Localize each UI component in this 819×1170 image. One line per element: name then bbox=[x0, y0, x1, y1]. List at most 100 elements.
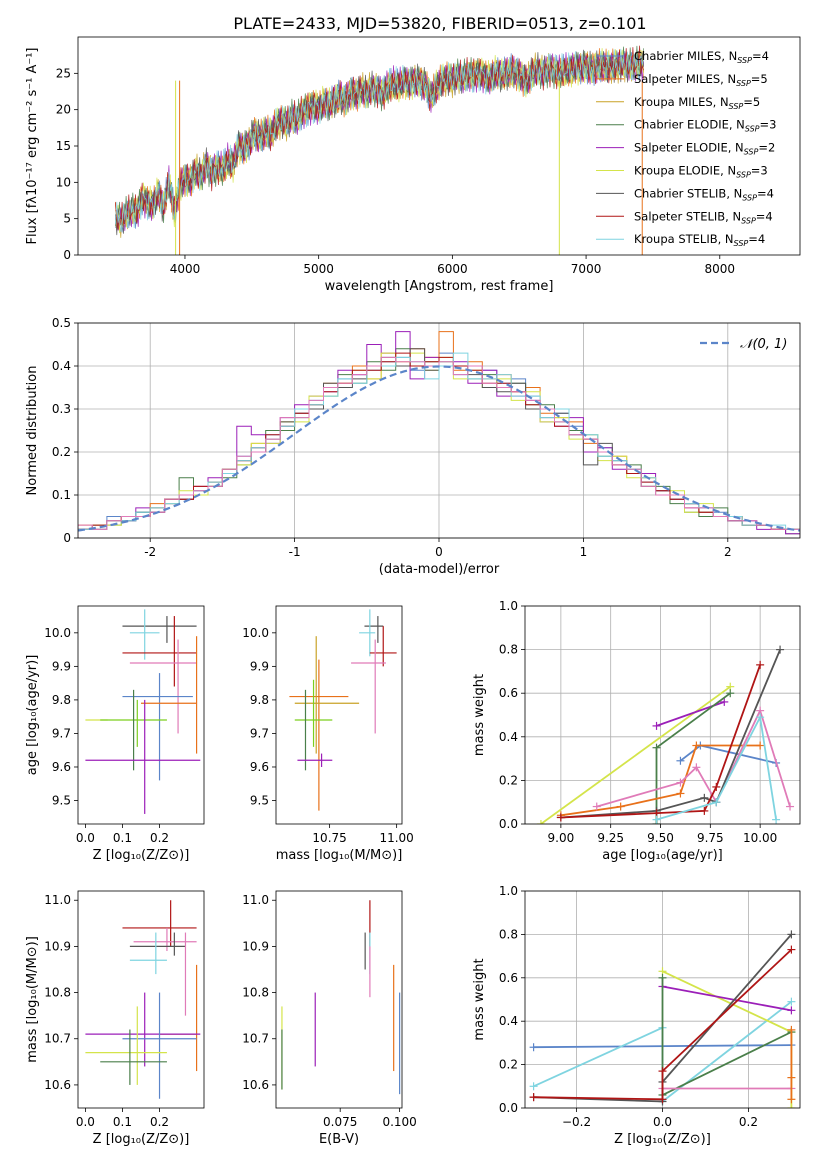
error-bar-point bbox=[294, 679, 333, 747]
axes-frame bbox=[77, 36, 801, 256]
error-bar-point bbox=[294, 636, 360, 754]
y-tick-label: 0.3 bbox=[52, 402, 71, 416]
y-tick-label: 10.0 bbox=[242, 626, 269, 640]
legend-label-name: Salpeter STELIB, N bbox=[634, 209, 741, 223]
y-tick-label: 9.9 bbox=[250, 659, 269, 673]
legend-label-subscript: SSP bbox=[736, 171, 751, 180]
legend-label-count: =5 bbox=[743, 95, 760, 109]
legend-label: Kroupa MILES, NSSP=5 bbox=[634, 95, 760, 111]
y-tick-label: 10.7 bbox=[44, 1032, 71, 1046]
plus-marker bbox=[529, 1082, 538, 1091]
legend-label: Kroupa STELIB, NSSP=4 bbox=[634, 232, 765, 248]
y-tick-label: 0.8 bbox=[499, 643, 518, 657]
y-axis-label: mass weight bbox=[472, 674, 487, 756]
plot-area bbox=[85, 609, 201, 814]
legend-label-count: =3 bbox=[760, 118, 777, 132]
plus-marker bbox=[756, 660, 765, 669]
y-tick-label: 10.8 bbox=[44, 986, 71, 1000]
plus-marker bbox=[787, 1095, 796, 1104]
y-tick-label: 9.8 bbox=[250, 693, 269, 707]
x-tick-label: 4000 bbox=[170, 262, 201, 276]
y-axis-label: Normed distribution bbox=[25, 366, 40, 496]
plus-marker bbox=[652, 743, 661, 752]
axes-frame bbox=[524, 890, 801, 1109]
plus-marker bbox=[787, 997, 796, 1006]
plus-marker bbox=[726, 689, 735, 698]
legend-entry: Salpeter STELIB, NSSP=4 bbox=[596, 209, 773, 225]
error-bar-point bbox=[141, 636, 198, 754]
error-bar-point bbox=[122, 673, 193, 781]
x-tick-label: 11.00 bbox=[379, 831, 413, 845]
legend-entry: Salpeter MILES, NSSP=5 bbox=[596, 72, 768, 88]
legend-label-subscript: SSP bbox=[734, 239, 749, 248]
y-tick-label: 0.4 bbox=[499, 1014, 518, 1028]
y-tick-label: 10.8 bbox=[242, 986, 269, 1000]
y-tick-label: 10.6 bbox=[242, 1078, 269, 1092]
x-tick-label: 0.1 bbox=[113, 831, 132, 845]
error-bar-point bbox=[129, 639, 197, 734]
x-tick-label: 0.2 bbox=[150, 1115, 169, 1129]
weight-series-line bbox=[540, 685, 731, 824]
y-tick-label: 0.4 bbox=[499, 730, 518, 744]
plus-marker bbox=[529, 1043, 538, 1052]
axes-frame bbox=[275, 605, 403, 825]
spectrum-series-line bbox=[115, 48, 644, 234]
y-tick-label: 0.0 bbox=[499, 817, 518, 831]
legend-entry: Kroupa MILES, NSSP=5 bbox=[596, 95, 760, 111]
plus-marker bbox=[692, 741, 701, 750]
legend-label-subscript: SSP bbox=[736, 79, 751, 88]
legend-label-subscript: SSP bbox=[742, 193, 757, 202]
legend-label-count: =4 bbox=[752, 49, 769, 63]
axes-frame bbox=[77, 605, 205, 825]
x-tick-label: -2 bbox=[144, 545, 156, 559]
plot-area bbox=[529, 930, 796, 1108]
spectrum-series-line bbox=[115, 45, 644, 230]
plus-marker bbox=[536, 820, 545, 824]
plot-area bbox=[536, 645, 795, 824]
legend-label: Chabrier ELODIE, NSSP=3 bbox=[634, 118, 776, 134]
residuals-chart: -2 -1 0 1 2 0 0.1 0.2 0.3 0.4 0.5 (data-model)/erro… bbox=[25, 316, 801, 577]
y-tick-label: 0.2 bbox=[499, 773, 518, 787]
plus-marker bbox=[652, 721, 661, 730]
y-tick-label: 0.5 bbox=[52, 316, 71, 330]
error-bar-point bbox=[129, 932, 186, 956]
plot-area bbox=[85, 900, 201, 1099]
y-tick-label: 25 bbox=[56, 66, 71, 80]
y-tick-label: 10.9 bbox=[44, 939, 71, 953]
error-bar-point bbox=[129, 609, 160, 660]
legend-label-subscript: SSP bbox=[741, 216, 756, 225]
x-tick-label: 7000 bbox=[571, 262, 602, 276]
x-axis-label: (data-model)/error bbox=[379, 562, 500, 577]
x-tick-label: 2 bbox=[724, 545, 732, 559]
legend-label: Chabrier STELIB, NSSP=4 bbox=[634, 186, 774, 202]
y-tick-label: 1.0 bbox=[499, 599, 518, 613]
legend-label-name: Kroupa STELIB, N bbox=[634, 232, 734, 246]
x-axis-label: mass [log₁₀(M/M⊙)] bbox=[276, 848, 403, 863]
x-axis-label: Z [log₁₀(Z/Z⊙)] bbox=[93, 848, 190, 863]
y-tick-label: 0.2 bbox=[52, 445, 71, 459]
legend-entry: Chabrier ELODIE, NSSP=3 bbox=[596, 118, 776, 134]
spectrum-series-line bbox=[115, 48, 644, 233]
legend-label-name: Chabrier ELODIE, N bbox=[634, 118, 745, 132]
error-bar-point bbox=[129, 932, 167, 975]
age-vs-mass-chart: 10.75 11.00 9.5 9.6 9.7 9.8 9.9 10.0 mass [log₁₀… bbox=[242, 605, 414, 863]
x-tick-label: 6000 bbox=[437, 262, 468, 276]
y-tick-label: 9.7 bbox=[52, 726, 71, 740]
x-axis-label: wavelength [Angstrom, rest frame] bbox=[325, 279, 554, 294]
y-axis-label: mass [log₁₀(M/M⊙)] bbox=[25, 936, 40, 1063]
y-tick-label: 9.7 bbox=[250, 726, 269, 740]
legend-label-subscript: SSP bbox=[729, 102, 744, 111]
age-vs-Z-chart: 0.0 0.1 0.2 9.5 9.6 9.7 9.8 9.9 10.0 Z [log₁₀(Z/Z… bbox=[25, 605, 205, 863]
error-bar-point bbox=[297, 753, 333, 767]
y-tick-label: 10.0 bbox=[44, 626, 71, 640]
x-tick-label: 0.0 bbox=[653, 1115, 672, 1129]
legend-label-name: Kroupa ELODIE, N bbox=[634, 164, 736, 178]
legend-label-count: =5 bbox=[751, 72, 768, 86]
y-tick-label: 0 bbox=[63, 248, 71, 262]
x-tick-label: 0.2 bbox=[150, 831, 169, 845]
y-tick-label: 0.0 bbox=[499, 1101, 518, 1115]
x-tick-label: 8000 bbox=[705, 262, 736, 276]
x-tick-label: 1 bbox=[580, 545, 588, 559]
x-tick-label: 0.2 bbox=[739, 1115, 758, 1129]
